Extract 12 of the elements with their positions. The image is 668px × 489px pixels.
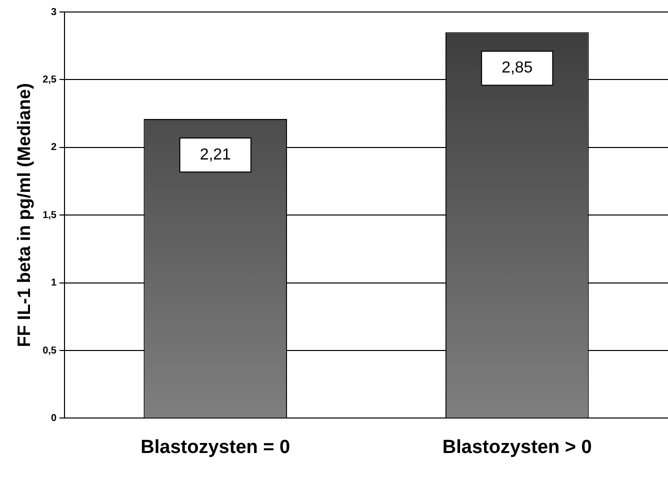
data-label: 2,21 <box>200 146 232 164</box>
y-tick-label: 0 <box>50 412 57 424</box>
y-axis-title: FF IL-1 beta in pg/ml (Mediane) <box>14 83 34 348</box>
x-tick-label: Blastozysten = 0 <box>140 436 290 458</box>
y-tick-label: 2 <box>50 142 57 154</box>
data-label: 2,85 <box>502 60 533 77</box>
x-tick-label: Blastozysten > 0 <box>442 436 592 458</box>
y-tick-label: 3 <box>50 6 57 18</box>
y-tick-label: 2,5 <box>42 74 57 86</box>
y-tick-label: 0,5 <box>42 345 57 356</box>
y-tick-label: 1 <box>50 278 57 289</box>
y-tick-label: 1,5 <box>42 210 57 221</box>
